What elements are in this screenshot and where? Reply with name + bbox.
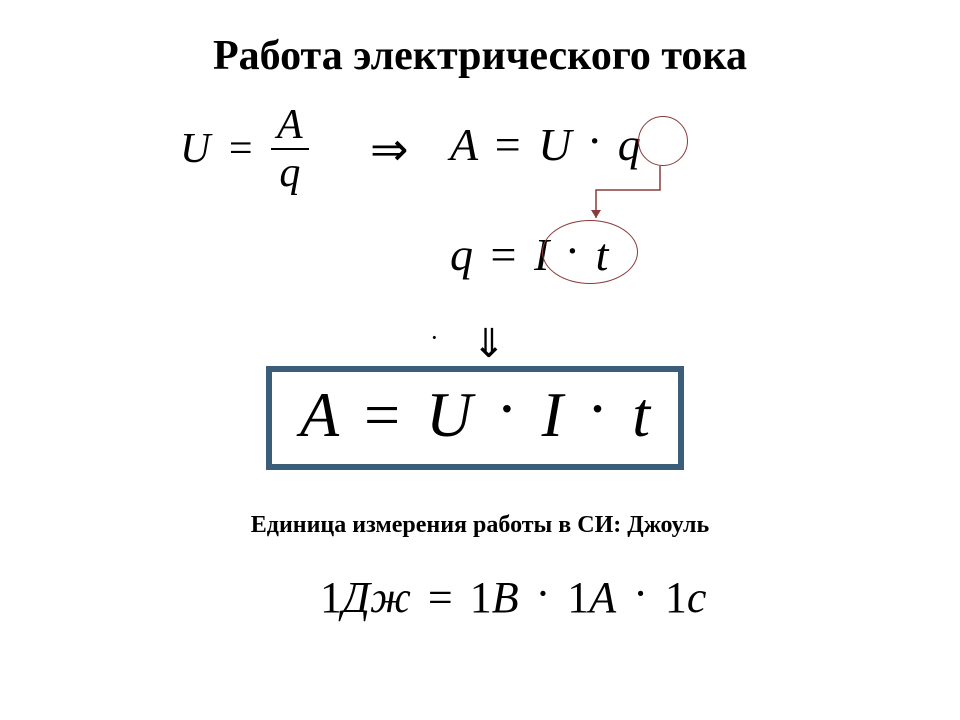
multiplication-dot-icon: · <box>583 115 606 166</box>
down-arrow-icon: ⇓ <box>472 320 506 367</box>
circle-highlight-It <box>542 220 638 284</box>
digit-one: 1 <box>320 573 342 622</box>
symbol-t: t <box>632 379 650 450</box>
multiplication-dot-icon: · <box>530 569 557 618</box>
equals-sign: = <box>495 119 521 170</box>
symbol-U: U <box>426 379 472 450</box>
physics-slide: Работа электрического тока U = A q ⇒ A =… <box>0 0 960 720</box>
formula-work-UIt: A = U · I · t <box>300 378 650 452</box>
symbol-I: I <box>542 379 563 450</box>
digit-one: 1 <box>665 573 687 622</box>
formula-work-Uq: A = U · q <box>450 118 641 171</box>
implies-arrow-icon: ⇒ <box>370 122 409 176</box>
fraction-A-over-q: A q <box>271 104 309 194</box>
unit-ampere: А <box>589 573 616 622</box>
digit-one: 1 <box>567 573 589 622</box>
digit-one: 1 <box>470 573 492 622</box>
multiplication-dot-icon: · <box>488 373 525 444</box>
symbol-U: U <box>180 125 210 173</box>
decorative-dot: · <box>430 323 439 353</box>
equals-sign: = <box>229 125 253 173</box>
circle-highlight-q <box>638 116 688 166</box>
fraction-denominator: q <box>271 150 309 194</box>
unit-volt: В <box>492 573 519 622</box>
formula-unit-joule: 1Дж = 1В · 1А · 1с <box>320 572 706 623</box>
result-formula-box: A = U · I · t <box>266 366 684 470</box>
symbol-q: q <box>450 229 473 280</box>
equals-sign: = <box>491 229 517 280</box>
unit-second: с <box>687 573 707 622</box>
formula-voltage-definition: U = A q <box>180 104 309 194</box>
symbol-A: A <box>450 119 477 170</box>
fraction-numerator: A <box>271 104 309 148</box>
slide-title: Работа электрического тока <box>0 32 960 80</box>
symbol-U: U <box>538 119 571 170</box>
equals-sign: = <box>428 573 453 622</box>
symbol-A: A <box>300 379 338 450</box>
equals-sign: = <box>364 379 400 450</box>
multiplication-dot-icon: · <box>579 373 616 444</box>
unit-subtitle: Единица измерения работы в СИ: Джоуль <box>0 512 960 539</box>
unit-joule: Дж <box>342 573 411 622</box>
multiplication-dot-icon: · <box>627 569 654 618</box>
